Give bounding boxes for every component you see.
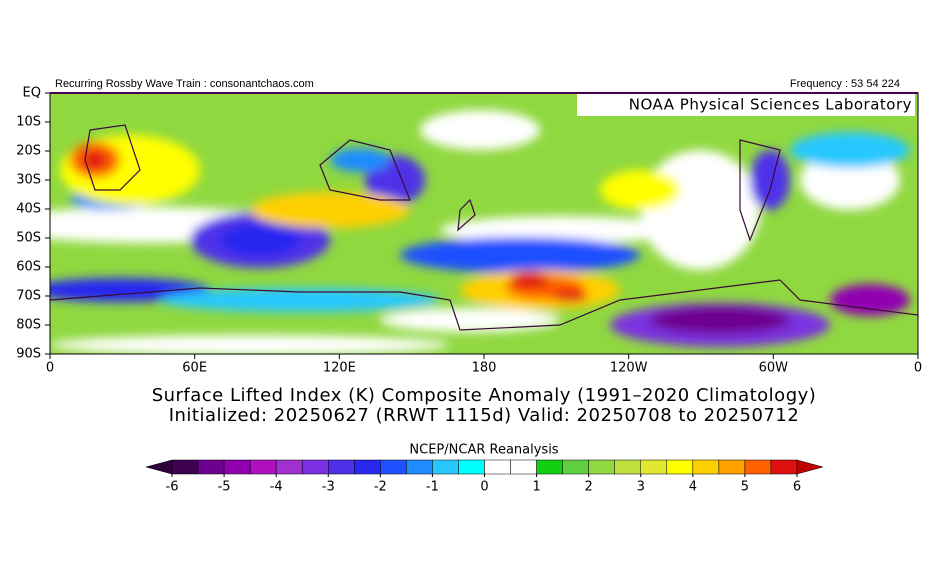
x-tick-label: 180 [472,361,497,376]
colorbar-tick-label: 0 [480,480,488,495]
colorbar-swatch [666,459,694,475]
colorbar-tick-label: 6 [793,480,801,495]
colorbar-swatch [171,459,199,475]
y-tick-label: 70S [16,289,41,304]
colorbar-tick-label: 3 [637,480,645,495]
colorbar-tick-label: -3 [322,480,335,495]
colorbar-tick-label: 1 [532,480,540,495]
x-tick-label: 120W [610,361,648,376]
colorbar-swatch [406,459,433,475]
credit: NOAA Physical Sciences Laboratory [629,96,912,114]
colorbar-tick-label: -4 [270,480,283,495]
y-tick-label: 30S [16,173,41,188]
colorbar-swatch [770,459,798,475]
x-tick-label: 60E [182,361,207,376]
y-tick-label: EQ [23,86,41,101]
credit-box [577,94,915,116]
y-tick-label: 10S [16,115,41,130]
colorbar-swatch [354,459,381,475]
colorbar-swatch [275,459,303,475]
colorbar-swatch [380,459,407,475]
colorbar-swatch [197,459,225,475]
colorbar-swatch [744,459,772,475]
y-tick-label: 40S [16,202,41,217]
y-tick-label: 90S [16,347,41,362]
colorbar-swatch [614,459,641,475]
colorbar-swatch [562,459,589,475]
x-tick-label: 0 [914,361,922,376]
colorbar-swatch [692,459,720,475]
colorbar-swatch [328,459,355,475]
colorbar-swatch [249,459,277,475]
y-tick-label: 50S [16,231,41,246]
y-tick-label: 60S [16,260,41,275]
colorbar-swatch [536,459,563,475]
x-tick-label: 0 [46,361,54,376]
colorbar-swatch [458,459,485,475]
colorbar-swatch [301,459,329,475]
colorbar-swatch [510,459,537,475]
colorbar-swatch [588,459,615,475]
colorbar-title: NCEP/NCAR Reanalysis [409,443,558,458]
colorbar-tick-label: -1 [426,480,439,495]
caption-line2: Initialized: 20250627 (RRWT 1115d) Valid… [169,405,800,426]
y-tick-label: 20S [16,144,41,159]
colorbar-under [145,459,173,475]
colorbar-swatch [718,459,746,475]
colorbar-tick-label: 4 [689,480,697,495]
colorbar-tick-label: 5 [741,480,749,495]
colorbar-swatch [484,459,511,475]
colorbar-swatch [223,459,251,475]
header-right: Frequency : 53 54 224 [790,78,900,90]
colorbar-tick-label: -6 [166,480,179,495]
y-tick-label: 80S [16,318,41,333]
x-tick-label: 60W [759,361,789,376]
x-tick-label: 120E [323,361,356,376]
colorbar-tick-label: -5 [218,480,231,495]
colorbar-tick-label: 2 [585,480,593,495]
caption-line1: Surface Lifted Index (K) Composite Anoma… [152,385,817,406]
colorbar-tick-label: -2 [374,480,387,495]
map-field [50,93,918,354]
colorbar-over [796,459,824,475]
header-left: Recurring Rossby Wave Train : consonantc… [55,78,314,90]
colorbar-swatch [640,459,668,475]
colorbar-swatch [432,459,459,475]
